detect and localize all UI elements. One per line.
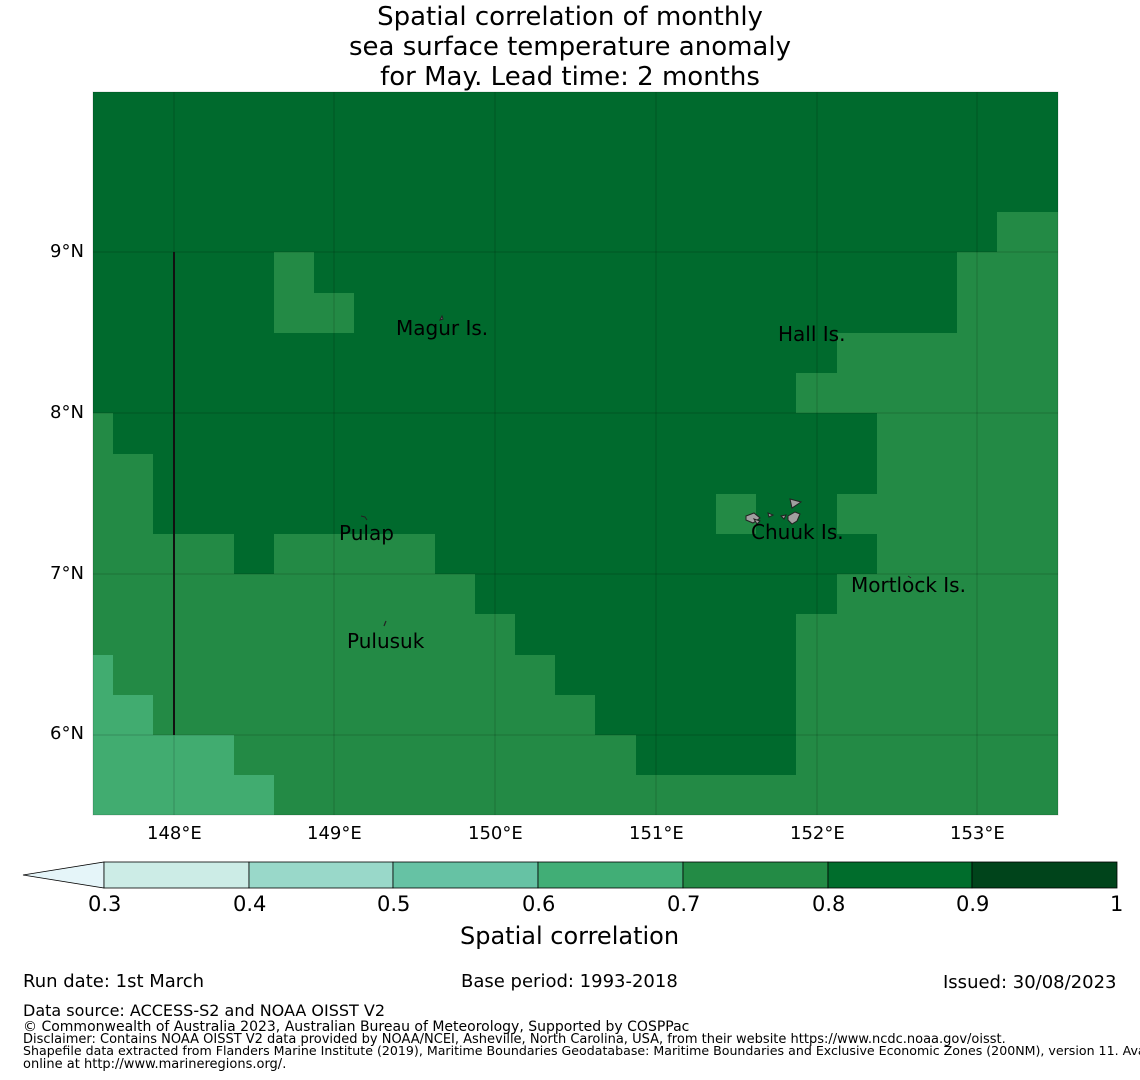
title-line-2: sea surface temperature anomaly <box>349 32 791 62</box>
gridlines <box>93 92 1058 815</box>
data-source: Data source: ACCESS-S2 and NOAA OISST V2 <box>23 1001 386 1020</box>
colorbar-segment-0.4-0.5 <box>248 861 394 889</box>
colorbar-segment-0.5-0.6 <box>392 861 539 889</box>
corr-0.7-0.8-patch <box>274 252 756 534</box>
corr-0.8-0.9-region <box>93 92 1058 775</box>
colorbar-segment-0.8-0.9 <box>827 861 973 889</box>
lon-label-148e: 148°E <box>147 823 202 844</box>
lon-label-150e: 150°E <box>468 823 523 844</box>
magur-island-mark <box>439 314 444 321</box>
lon-label-149e: 149°E <box>307 823 362 844</box>
place-pulusuk: Pulusuk <box>347 629 425 653</box>
chuuk-islands <box>745 498 803 525</box>
colorbar-segments <box>103 861 1118 889</box>
disclaimer: Disclaimer: Contains NOAA OISST V2 data … <box>23 1032 1006 1047</box>
colorbar-tick: 0.4 <box>233 892 267 916</box>
colorbar-tick: 0.8 <box>812 892 846 916</box>
chart-title: Spatial correlation of monthly sea surfa… <box>0 2 1140 92</box>
copyright: © Commonwealth of Australia 2023, Austra… <box>23 1019 690 1035</box>
lat-label-8n: 8°N <box>50 402 84 423</box>
title-line-3: for May. Lead time: 2 months <box>380 62 760 92</box>
lon-label-153e: 153°E <box>950 823 1005 844</box>
lon-label-151e: 151°E <box>629 823 684 844</box>
colorbar-tick: 0.5 <box>377 892 411 916</box>
colorbar-tick: 0.6 <box>522 892 556 916</box>
colorbar-segment-0.7-0.8 <box>682 861 829 889</box>
issued-date: Issued: 30/08/2023 <box>943 972 1117 993</box>
shapefile-credit-2: online at http://www.marineregions.org/. <box>23 1057 287 1072</box>
lat-label-7n: 7°N <box>50 563 84 584</box>
colorbar-segment-0.3-0.4 <box>103 861 250 889</box>
shapefile-credit-1: Shapefile data extracted from Flanders M… <box>23 1043 1140 1058</box>
run-date: Run date: 1st March <box>23 971 205 992</box>
colorbar-label: Spatial correlation <box>460 922 680 950</box>
lon-label-152e: 152°E <box>790 823 845 844</box>
place-hall: Hall Is. <box>778 322 846 346</box>
mortlock-island-mark <box>907 575 912 579</box>
place-magur: Magur Is. <box>396 316 489 340</box>
base-period: Base period: 1993-2018 <box>461 971 678 992</box>
title-line-1: Spatial correlation of monthly <box>377 2 763 32</box>
colorbar-extend-arrow <box>22 861 105 889</box>
colorbar-tick: 0.9 <box>956 892 990 916</box>
colorbar-tick: 0.3 <box>88 892 122 916</box>
place-pulap: Pulap <box>339 521 394 545</box>
pulusuk-island-mark <box>383 620 387 627</box>
colorbar-tick: 1 <box>1110 892 1124 916</box>
corr-0.6-0.7-region <box>93 655 274 815</box>
pulap-island-mark <box>360 515 368 521</box>
colorbar-segment-0.6-0.7 <box>537 861 684 889</box>
colorbar-segment-0.9-1 <box>971 861 1118 889</box>
place-chuuk: Chuuk Is. <box>751 520 844 544</box>
map-frame <box>92 91 1059 816</box>
lat-label-9n: 9°N <box>50 241 84 262</box>
place-mortlock: Mortlock Is. <box>851 573 966 597</box>
colorbar <box>22 861 1118 889</box>
lat-label-6n: 6°N <box>50 723 84 744</box>
colorbar-tick: 0.7 <box>667 892 701 916</box>
